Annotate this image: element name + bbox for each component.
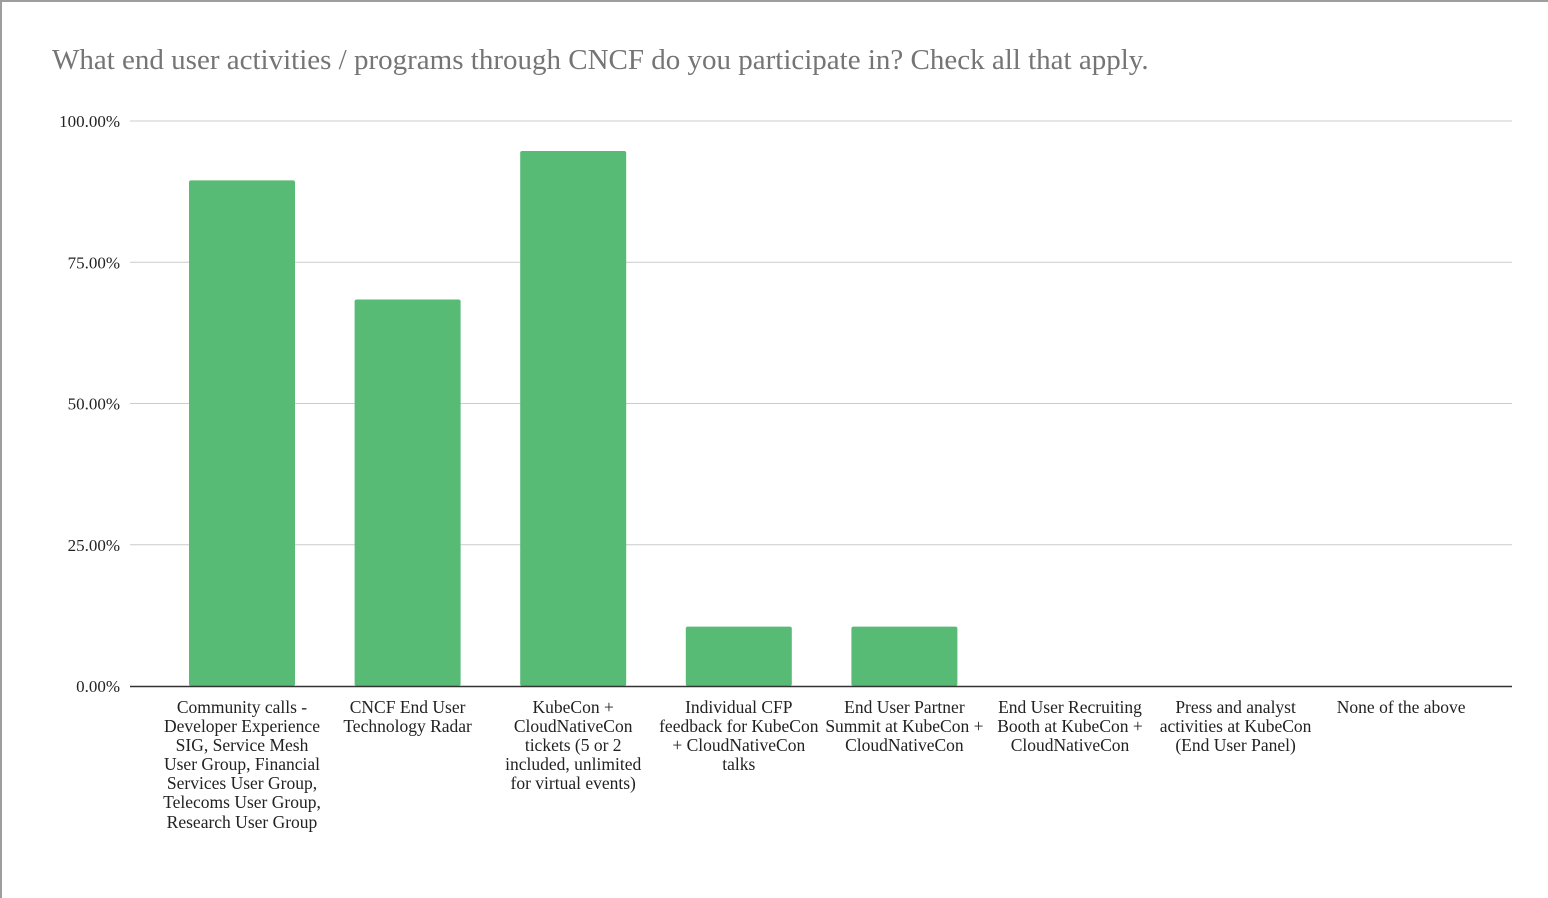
bar bbox=[685, 626, 792, 686]
chart-title: What end user activities / programs thro… bbox=[52, 44, 1149, 76]
bar bbox=[354, 299, 461, 686]
y-tick-label: 50.00% bbox=[68, 395, 120, 414]
bar bbox=[851, 626, 958, 686]
gridlines bbox=[130, 120, 1512, 546]
category-label: End User Partner Summit at KubeCon + Clo… bbox=[825, 697, 984, 756]
category-label: CNCF End User Technology Radar bbox=[343, 697, 472, 737]
category-label: Community calls - Developer Experience S… bbox=[163, 697, 321, 832]
y-tick-label: 100.00% bbox=[59, 112, 120, 131]
category-label: Individual CFP feedback for KubeCon + Cl… bbox=[659, 697, 819, 775]
bars bbox=[189, 150, 958, 686]
y-axis-ticks: 0.00% 25.00% 50.00% 75.00% 100.00% bbox=[59, 112, 120, 696]
category-label: Press and analyst activities at KubeCon … bbox=[1159, 697, 1312, 756]
category-label: None of the above bbox=[1336, 697, 1466, 717]
category-label: End User Recruiting Booth at KubeCon + C… bbox=[997, 697, 1143, 756]
y-tick-label: 0.00% bbox=[76, 677, 120, 696]
category-label: KubeCon + CloudNativeCon tickets (5 or 2… bbox=[505, 697, 642, 794]
y-tick-label: 75.00% bbox=[68, 253, 120, 272]
bar bbox=[189, 180, 295, 686]
y-tick-label: 25.00% bbox=[68, 536, 120, 555]
bar bbox=[520, 150, 627, 686]
